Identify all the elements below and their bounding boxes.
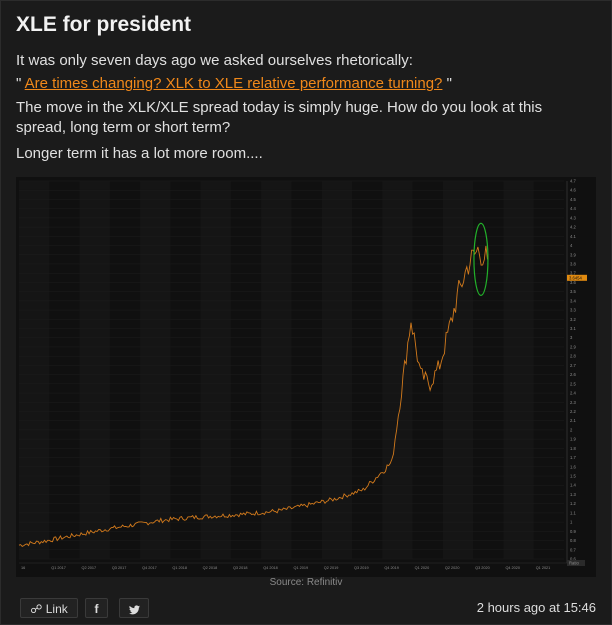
y-tick-label: 3 xyxy=(570,335,573,340)
y-tick-label: 3.6 xyxy=(570,280,576,285)
y-tick-label: 1.7 xyxy=(570,455,576,460)
y-tick-label: 0.6 xyxy=(570,557,576,562)
x-tick-label: Q4 2017 xyxy=(142,566,157,570)
last-value-marker xyxy=(567,274,587,281)
y-tick-label: 2.7 xyxy=(570,363,576,368)
link-button-label: Link xyxy=(45,602,68,616)
x-tick-label: Q1 2017 xyxy=(51,566,66,570)
x-tick-label: Q2 2019 xyxy=(324,566,339,570)
link-button[interactable]: ☍ Link xyxy=(20,598,78,618)
closing-text: Longer term it has a lot more room.... xyxy=(16,145,263,162)
y-tick-label: 2.4 xyxy=(570,391,576,396)
chart-svg: 4.7 4.6 4.5 4.4 4.3 4.2 4.1 4 3.9 3.8 3.7 3.6 3.5 3.4… xyxy=(18,179,587,570)
link-icon: ☍ xyxy=(30,602,43,616)
unit-label: Ratio xyxy=(569,561,579,566)
post-footer: ☍ Link f 2 hours ago at 15:46 xyxy=(16,598,596,620)
x-tick-label: Q4 2020 xyxy=(505,566,520,570)
x-tick-label: Q4 2018 xyxy=(263,566,278,570)
y-tick-label: 2.8 xyxy=(570,354,576,359)
post-title: XLE for president xyxy=(16,13,192,36)
chart-band xyxy=(19,181,50,559)
y-tick-label: 2.1 xyxy=(570,418,576,423)
x-tick-label: Q1 2018 xyxy=(172,566,187,570)
quote-close: " xyxy=(446,75,452,92)
last-value-label: 3.6454 xyxy=(569,275,582,280)
intro-text: It was only seven days ago we asked ours… xyxy=(16,52,413,69)
y-tick-label: 3.7 xyxy=(570,271,576,276)
chart-source: Source: Refinitiv xyxy=(269,577,343,588)
chart-band xyxy=(503,181,534,559)
y-tick-label: 1.2 xyxy=(570,501,576,506)
y-tick-label: 2.5 xyxy=(570,381,576,386)
y-tick-label: 1.8 xyxy=(570,446,576,451)
x-tick-label: Q2 2018 xyxy=(203,566,218,570)
x-tick-label: Q1 2021 xyxy=(536,566,551,570)
chart-band xyxy=(79,181,110,559)
x-tick-label: Q1 2020 xyxy=(415,566,430,570)
y-tick-label: 2.6 xyxy=(570,372,576,377)
y-tick-label: 2.2 xyxy=(570,409,576,414)
unit-badge xyxy=(567,560,585,566)
y-tick-label: 4.3 xyxy=(570,215,576,220)
body-paragraph: The move in the XLK/XLE spread today is … xyxy=(16,99,543,136)
y-tick-label: 4.4 xyxy=(570,206,576,211)
highlight-circle xyxy=(473,222,489,296)
x-tick-label: Q2 2020 xyxy=(445,566,460,570)
y-tick-label: 0.7 xyxy=(570,547,576,552)
y-tick-label: 1.4 xyxy=(570,483,576,488)
series-line xyxy=(18,245,488,547)
y-tick-label: 4.7 xyxy=(570,179,576,184)
post-timestamp: 2 hours ago at 15:46 xyxy=(476,600,596,615)
chart-band xyxy=(321,181,353,559)
facebook-share-button[interactable]: f xyxy=(85,598,108,618)
spread-chart: 4.7 4.6 4.5 4.4 4.3 4.2 4.1 4 3.9 3.8 3.7 3.6 3.5 3.4… xyxy=(16,177,596,577)
y-tick-label: 3.9 xyxy=(570,252,576,257)
y-tick-label: 3.2 xyxy=(570,317,576,322)
y-tick-label: 4.6 xyxy=(570,188,576,193)
y-tick-label: 3.3 xyxy=(570,308,576,313)
y-tick-label: 3.4 xyxy=(570,298,576,303)
x-tick-label: Q4 2019 xyxy=(384,566,399,570)
chart-band xyxy=(200,181,231,559)
x-tick-label: Q3 2018 xyxy=(233,566,248,570)
x-tick-label: Q2 2017 xyxy=(82,566,97,570)
y-tick-label: 3.8 xyxy=(570,261,576,266)
y-tick-label: 4 xyxy=(570,243,573,248)
y-tick-label: 0.8 xyxy=(570,538,576,543)
article-link[interactable]: Are times changing? XLK to XLE relative … xyxy=(24,75,443,92)
y-tick-label: 1.6 xyxy=(570,464,576,469)
y-tick-label: 2.3 xyxy=(570,400,576,405)
chart-band xyxy=(140,181,171,559)
x-tick-label: 16 xyxy=(21,566,25,570)
y-tick-label: 1.5 xyxy=(570,474,576,479)
y-tick-label: 3.1 xyxy=(570,326,576,331)
quote-line: " Are times changing? XLK to XLE relativ… xyxy=(16,74,452,94)
twitter-icon xyxy=(128,605,140,615)
quote-open: " xyxy=(16,75,22,92)
y-tick-label: 1 xyxy=(570,520,573,525)
y-tick-label: 4.1 xyxy=(570,234,576,239)
y-tick-label: 0.9 xyxy=(570,529,576,534)
y-tick-label: 1.9 xyxy=(570,437,576,442)
y-tick-label: 1.3 xyxy=(570,492,576,497)
chart-band xyxy=(442,181,474,559)
x-tick-label: Q3 2017 xyxy=(112,566,127,570)
y-tick-label: 3.5 xyxy=(570,289,576,294)
twitter-share-button[interactable] xyxy=(119,598,149,618)
y-tick-label: 1.1 xyxy=(570,510,576,515)
y-tick-label: 4.2 xyxy=(570,225,576,230)
x-tick-label: Q3 2019 xyxy=(354,566,369,570)
x-tick-label: Q1 2019 xyxy=(294,566,309,570)
x-tick-label: Q3 2020 xyxy=(475,566,490,570)
chart-band xyxy=(261,181,292,559)
facebook-icon: f xyxy=(94,602,99,616)
y-tick-label: 2.9 xyxy=(570,344,576,349)
y-tick-label: 4.5 xyxy=(570,197,576,202)
chart-band xyxy=(382,181,413,559)
y-tick-label: 2 xyxy=(570,427,573,432)
